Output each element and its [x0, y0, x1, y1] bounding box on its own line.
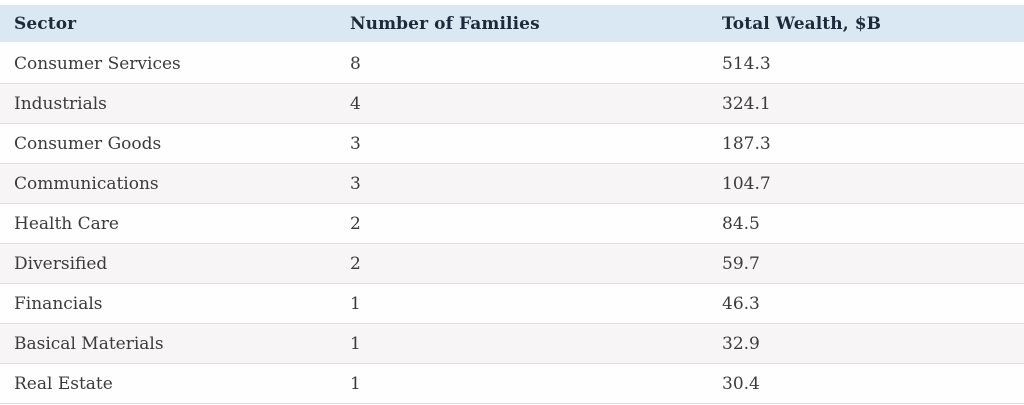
- cell-families: 1: [336, 323, 708, 364]
- cell-wealth: 46.3: [708, 283, 1024, 324]
- cell-families: 8: [350, 53, 361, 74]
- cell-families: 3: [336, 163, 708, 204]
- col-header-sector: Sector: [0, 5, 336, 44]
- cell-wealth: 59.7: [708, 243, 1024, 284]
- cell-sector: Real Estate: [0, 363, 336, 404]
- cell-families: 2: [336, 203, 708, 244]
- cell-wealth: 84.5: [708, 203, 1024, 244]
- table-row: Health Care 2 84.5: [0, 203, 1024, 244]
- cell-wealth: 30.4: [708, 363, 1024, 404]
- cell-families: 4: [336, 83, 708, 124]
- cell-sector: Basical Materials: [0, 323, 336, 364]
- table-row: Basical Materials 1 32.9: [0, 323, 1024, 364]
- table-row: Communications 3 104.7: [0, 163, 1024, 204]
- cell-sector: Consumer Goods: [0, 123, 336, 164]
- cell-sector: Health Care: [0, 203, 336, 244]
- cell-wealth: 32.9: [708, 323, 1024, 364]
- table-row: Industrials 4 324.1: [0, 83, 1024, 124]
- cell-families: 1: [336, 363, 708, 404]
- sector-wealth-table: Sector Number of Families Total Wealth, …: [0, 5, 1024, 404]
- table-body: Consumer Services 8 514.3 Industrials 4 …: [0, 43, 1024, 404]
- table-row: Consumer Services 8 514.3: [0, 43, 1024, 84]
- table-row: Real Estate 1 30.4: [0, 363, 1024, 404]
- cell-sector: Industrials: [0, 83, 336, 124]
- col-header-families: Number of Families: [336, 5, 708, 44]
- header-row: Sector Number of Families Total Wealth, …: [0, 5, 1024, 44]
- cell-sector: Consumer Services: [14, 53, 181, 74]
- col-header-wealth: Total Wealth, $B: [708, 5, 1024, 44]
- table-row: Financials 1 46.3: [0, 283, 1024, 324]
- cell-sector: Communications: [0, 163, 336, 204]
- table-row: Consumer Goods 3 187.3: [0, 123, 1024, 164]
- cell-wealth: 514.3: [722, 53, 771, 74]
- cell-sector: Diversified: [0, 243, 336, 284]
- cell-families: 3: [336, 123, 708, 164]
- cell-families: 1: [336, 283, 708, 324]
- cell-wealth: 104.7: [708, 163, 1024, 204]
- table-row: Diversified 2 59.7: [0, 243, 1024, 284]
- cell-sector: Financials: [0, 283, 336, 324]
- cell-wealth: 324.1: [708, 83, 1024, 124]
- cell-wealth: 187.3: [708, 123, 1024, 164]
- cell-families: 2: [336, 243, 708, 284]
